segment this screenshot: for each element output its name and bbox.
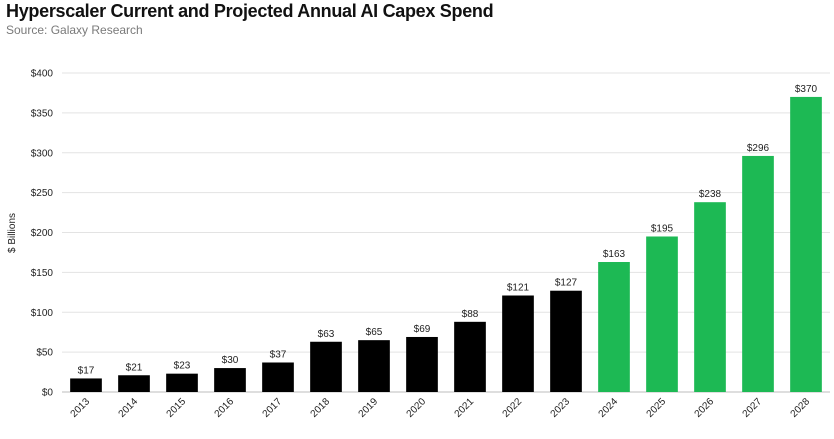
data-label-2023: $127 [555, 278, 578, 289]
bar-2018 [310, 341, 342, 392]
bar-2028 [790, 96, 822, 393]
bar-2017 [262, 362, 294, 392]
bar-2024 [598, 262, 630, 392]
bar-2025 [646, 236, 678, 392]
bar-2020 [406, 336, 438, 392]
data-label-2020: $69 [414, 324, 431, 335]
x-tick-label-2022: 2022 [501, 396, 525, 420]
bar-2015 [166, 373, 198, 392]
data-label-2027: $296 [747, 143, 770, 154]
x-tick-label-2026: 2026 [693, 396, 717, 420]
data-label-2018: $63 [318, 329, 335, 340]
data-label-2015: $23 [174, 361, 191, 372]
data-label-2016: $30 [222, 355, 239, 366]
data-label-2017: $37 [270, 349, 287, 360]
bar-2022 [502, 295, 534, 392]
x-tick-label-2015: 2015 [165, 396, 189, 420]
y-tick-label: $400 [31, 69, 54, 80]
data-label-2025: $195 [651, 223, 674, 234]
x-tick-label-2025: 2025 [645, 396, 669, 420]
y-tick-label: $200 [31, 228, 54, 239]
x-tick-label-2016: 2016 [213, 396, 237, 420]
y-tick-label: $300 [31, 148, 54, 159]
data-label-2021: $88 [462, 309, 479, 320]
data-labels: $17 $21 $23 $30 $37 $63 $65 $69 $88 $121 $127 $163 $… [78, 84, 818, 377]
x-tick-label-2027: 2027 [741, 396, 765, 420]
y-tick-label: $0 [42, 388, 54, 399]
x-tick-label-2014: 2014 [117, 396, 141, 420]
bar-2027 [742, 155, 774, 392]
bar-2016 [214, 368, 246, 392]
x-tick-label-2019: 2019 [357, 396, 381, 420]
chart-subtitle: Source: Galaxy Research [6, 23, 143, 37]
chart-title: Hyperscaler Current and Projected Annual… [6, 1, 494, 21]
data-label-2019: $65 [366, 327, 383, 338]
x-tick-label-2018: 2018 [309, 396, 333, 420]
y-tick-label: $350 [31, 108, 54, 119]
y-tick-label: $100 [31, 308, 54, 319]
bar-2014 [118, 375, 150, 392]
data-label-2022: $121 [507, 283, 530, 294]
bar-2026 [694, 202, 726, 392]
x-tick-label-2023: 2023 [549, 396, 573, 420]
y-tick-label: $250 [31, 188, 54, 199]
y-axis-label: $ Billions [7, 213, 18, 253]
data-label-2013: $17 [78, 365, 95, 376]
x-tick-label-2021: 2021 [453, 396, 477, 420]
x-tick-label-2020: 2020 [405, 396, 429, 420]
x-tick-label-2024: 2024 [597, 396, 621, 420]
x-axis-ticks: 2013 2014 2015 2016 2017 2018 2019 2020 2021 2022… [69, 396, 813, 420]
bar-2021 [454, 321, 486, 392]
y-tick-label: $150 [31, 268, 54, 279]
data-label-2028: $370 [795, 84, 818, 95]
bars [70, 96, 822, 393]
data-label-2014: $21 [126, 362, 143, 373]
y-axis-ticks: $0 $50 $100 $150 $200 $250 $300 $350 $400 [31, 69, 54, 399]
data-label-2024: $163 [603, 249, 626, 260]
data-label-2026: $238 [699, 189, 722, 200]
x-tick-label-2028: 2028 [789, 396, 813, 420]
y-tick-label: $50 [36, 348, 53, 359]
bar-2019 [358, 340, 390, 392]
bar-2023 [550, 290, 582, 392]
bar-2013 [70, 378, 102, 392]
x-tick-label-2013: 2013 [69, 396, 93, 420]
x-tick-label-2017: 2017 [261, 396, 285, 420]
